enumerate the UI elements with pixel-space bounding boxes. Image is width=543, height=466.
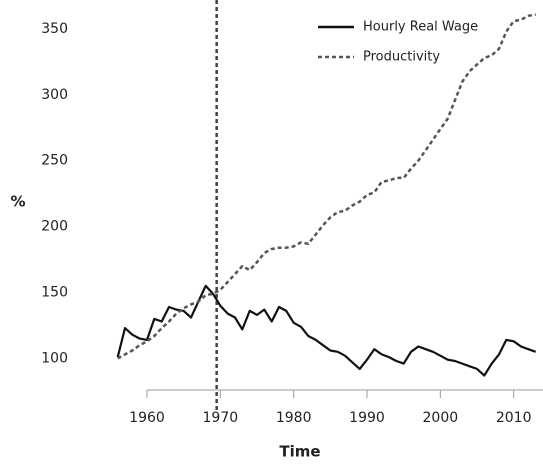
y-tick-label: 350	[41, 21, 68, 37]
y-tick-label: 150	[41, 285, 68, 301]
legend-label: Hourly Real Wage	[363, 20, 478, 35]
x-tick-label: 1970	[203, 410, 239, 426]
line-series	[116, 284, 537, 377]
y-tick-label: 200	[41, 219, 68, 235]
y-tick-label: 250	[41, 153, 68, 169]
y-tick-label: 300	[41, 87, 68, 103]
y-axis-title: %	[10, 193, 25, 211]
line-series	[117, 13, 536, 360]
x-tick-label: 2000	[423, 410, 459, 426]
x-tick-label: 1990	[349, 410, 385, 426]
x-tick-label: 1980	[276, 410, 312, 426]
x-tick-label: 2010	[496, 410, 532, 426]
legend-label: Productivity	[363, 50, 440, 65]
x-tick-label: 1960	[129, 410, 165, 426]
x-axis-title: Time	[279, 443, 320, 461]
y-tick-label: 100	[41, 350, 68, 366]
